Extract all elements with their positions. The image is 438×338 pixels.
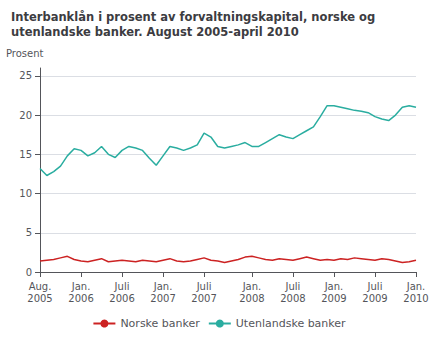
svg-text:2006: 2006 <box>109 293 134 304</box>
svg-text:utenlandske banker. August 200: utenlandske banker. August 2005-april 20… <box>11 25 299 39</box>
svg-text:Jan.: Jan. <box>242 281 262 292</box>
svg-text:2005: 2005 <box>27 293 52 304</box>
svg-text:Jan.: Jan. <box>153 281 173 292</box>
svg-text:Prosent: Prosent <box>6 48 44 59</box>
svg-text:0: 0 <box>26 267 32 278</box>
svg-text:Jan.: Jan. <box>71 281 91 292</box>
svg-text:5: 5 <box>26 227 32 238</box>
svg-text:15: 15 <box>19 149 32 160</box>
svg-text:2009: 2009 <box>362 293 387 304</box>
svg-text:Utenlandske banker: Utenlandske banker <box>236 317 346 330</box>
svg-text:Juli: Juli <box>114 281 130 292</box>
svg-text:2008: 2008 <box>239 293 264 304</box>
svg-text:20: 20 <box>19 110 32 121</box>
svg-text:Jan.: Jan. <box>324 281 344 292</box>
svg-text:2009: 2009 <box>321 293 346 304</box>
svg-text:2007: 2007 <box>150 293 175 304</box>
svg-text:2008: 2008 <box>280 293 305 304</box>
svg-text:Juli: Juli <box>367 281 383 292</box>
svg-text:2007: 2007 <box>191 293 216 304</box>
svg-text:Jan.: Jan. <box>406 281 426 292</box>
svg-text:Juli: Juli <box>196 281 212 292</box>
svg-text:2010: 2010 <box>403 293 428 304</box>
svg-text:Aug.: Aug. <box>29 281 52 292</box>
svg-text:25: 25 <box>19 70 32 81</box>
svg-text:Norske banker: Norske banker <box>120 317 200 330</box>
svg-text:10: 10 <box>19 188 32 199</box>
svg-text:2006: 2006 <box>68 293 93 304</box>
svg-text:Juli: Juli <box>285 281 301 292</box>
svg-text:Interbanklån i prosent av forv: Interbanklån i prosent av forvaltningska… <box>11 10 375 24</box>
